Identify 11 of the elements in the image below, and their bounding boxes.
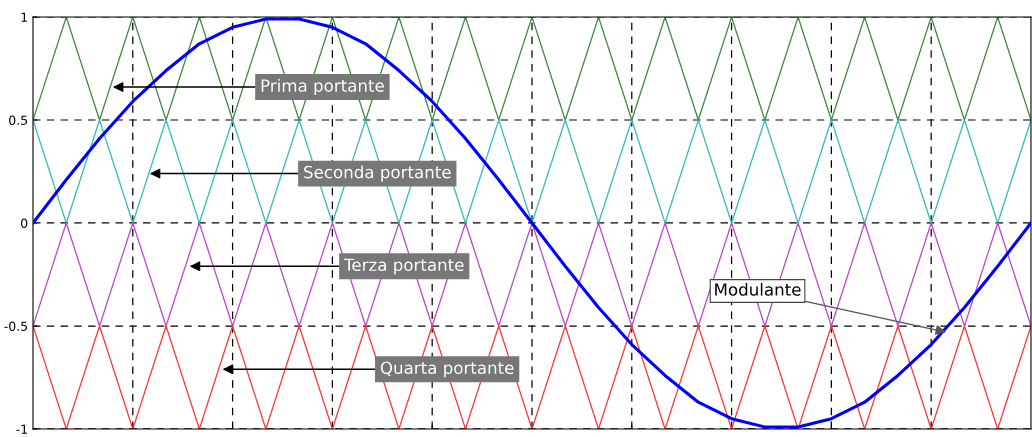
- annotation: Seconda portante: [304, 165, 451, 182]
- y-tick-label: 1: [21, 12, 27, 22]
- line-series: [33, 17, 1031, 429]
- annotation: Modulante: [715, 282, 801, 296]
- y-tick-label: 0.5: [9, 115, 28, 125]
- annotation: Quarta portante: [380, 361, 514, 378]
- y-tick-label: -1: [16, 424, 27, 434]
- y-tick-label: -0.5: [4, 321, 28, 331]
- y-tick-label: 0: [21, 218, 28, 228]
- annotation: Terza portante: [343, 258, 464, 275]
- annotation: Prima portante: [261, 78, 384, 96]
